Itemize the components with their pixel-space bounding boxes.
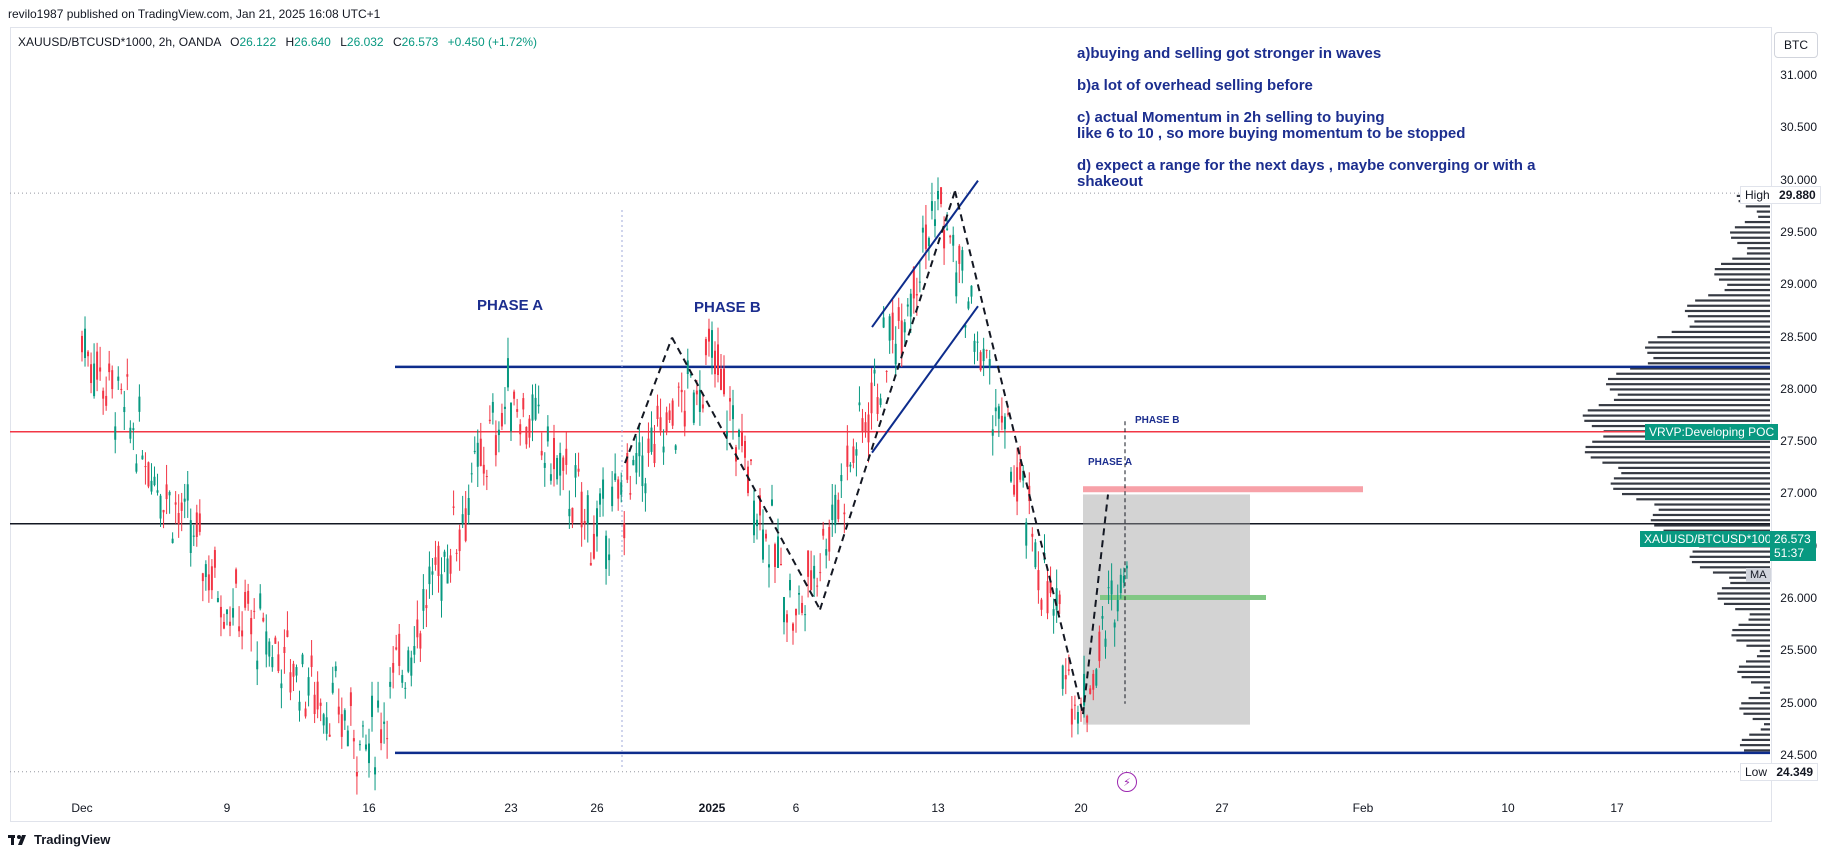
close-label: C (392, 35, 402, 49)
last-price-tag: 26.573 51:37 (1770, 531, 1816, 561)
open-value: 26.122 (239, 35, 277, 49)
symbol-name[interactable]: XAUUSD/BTCUSD*1000, 2h, OANDA (18, 35, 221, 49)
high-tag-label: High (1745, 188, 1770, 202)
time-tick-label: 16 (362, 801, 376, 815)
time-tick-label: 23 (504, 801, 518, 815)
symbol-legend: XAUUSD/BTCUSD*1000, 2h, OANDA O26.122 H2… (18, 35, 537, 49)
price-tick-label: 24.500 (1780, 748, 1817, 762)
time-tick-label: 26 (590, 801, 604, 815)
time-tick-label: 6 (792, 801, 800, 815)
price-tick-label: 29.500 (1780, 224, 1817, 239)
price-tick-label: 29.000 (1780, 277, 1817, 292)
time-tick-label: Dec (71, 801, 93, 815)
phase-a-small-label: PHASE A (1088, 457, 1133, 468)
countdown: 51:37 (1774, 546, 1805, 560)
price-tick-label: 25.500 (1780, 643, 1817, 658)
high-tag-value: 29.880 (1779, 188, 1816, 202)
price-tick-label: 25.000 (1780, 695, 1817, 710)
price-tick-label: 30.000 (1780, 172, 1817, 187)
flash-icon[interactable]: ⚡ (1117, 772, 1137, 792)
time-tick-label: 20 (1074, 801, 1088, 815)
time-tick-label: 9 (223, 801, 231, 815)
time-tick-label: 13 (931, 801, 945, 815)
time-tick-label: 17 (1610, 801, 1624, 815)
tradingview-logo-icon (8, 834, 26, 845)
high-tag: High 29.880 (1740, 186, 1821, 204)
time-tick-label: 2025 (698, 801, 726, 815)
high-label: H (285, 35, 295, 49)
price-tick-label: 28.500 (1780, 329, 1817, 344)
low-tag-value: 24.349 (1776, 765, 1814, 779)
phase-a-label: PHASE A (477, 297, 544, 314)
publisher-line: revilo1987 published on TradingView.com,… (8, 7, 381, 21)
low-tag-label: Low (1745, 765, 1768, 779)
last-price: 26.573 (1774, 532, 1811, 546)
time-tick-label: 10 (1501, 801, 1515, 815)
price-tick-label: 26.000 (1780, 591, 1817, 606)
note-item: b)a lot of overhead selling before (1077, 77, 1313, 94)
time-tick-label: 27 (1215, 801, 1229, 815)
currency-button[interactable]: BTC (1774, 32, 1818, 58)
price-tick-label: 28.000 (1780, 381, 1817, 396)
low-label: L (340, 35, 347, 49)
change-value: +0.450 (+1.72%) (447, 35, 538, 49)
ma-tag: MA (1746, 568, 1771, 582)
close-value: 26.573 (401, 35, 439, 49)
tradingview-logo[interactable]: TradingView (8, 832, 110, 847)
price-tick-label: 31.000 (1780, 68, 1817, 82)
high-value: 26.640 (294, 35, 331, 49)
price-tick-label: 30.500 (1780, 120, 1817, 135)
footer-brand: TradingView (34, 832, 111, 847)
open-label: O (230, 35, 240, 49)
poc-tag: VRVP:Developing POC (1645, 424, 1779, 440)
price-tick-label: 27.500 (1780, 434, 1817, 449)
price-tick-label: 27.000 (1780, 486, 1817, 501)
note-item: a)buying and selling got stronger in wav… (1077, 45, 1382, 62)
analysis-notes: a)buying and selling got stronger in wav… (1077, 46, 1637, 206)
phase-b-small-label: PHASE B (1135, 415, 1180, 426)
phase-b-label: PHASE B (694, 299, 761, 316)
low-value: 26.032 (346, 35, 384, 49)
time-tick-label: Feb (1352, 801, 1374, 815)
note-item: d) expect a range for the next days , ma… (1077, 157, 1536, 190)
low-tag: Low 24.349 (1740, 763, 1819, 781)
note-item: c) actual Momentum in 2h selling to buyi… (1077, 109, 1466, 142)
symbol-tag: XAUUSD/BTCUSD*1000 (1640, 531, 1783, 547)
